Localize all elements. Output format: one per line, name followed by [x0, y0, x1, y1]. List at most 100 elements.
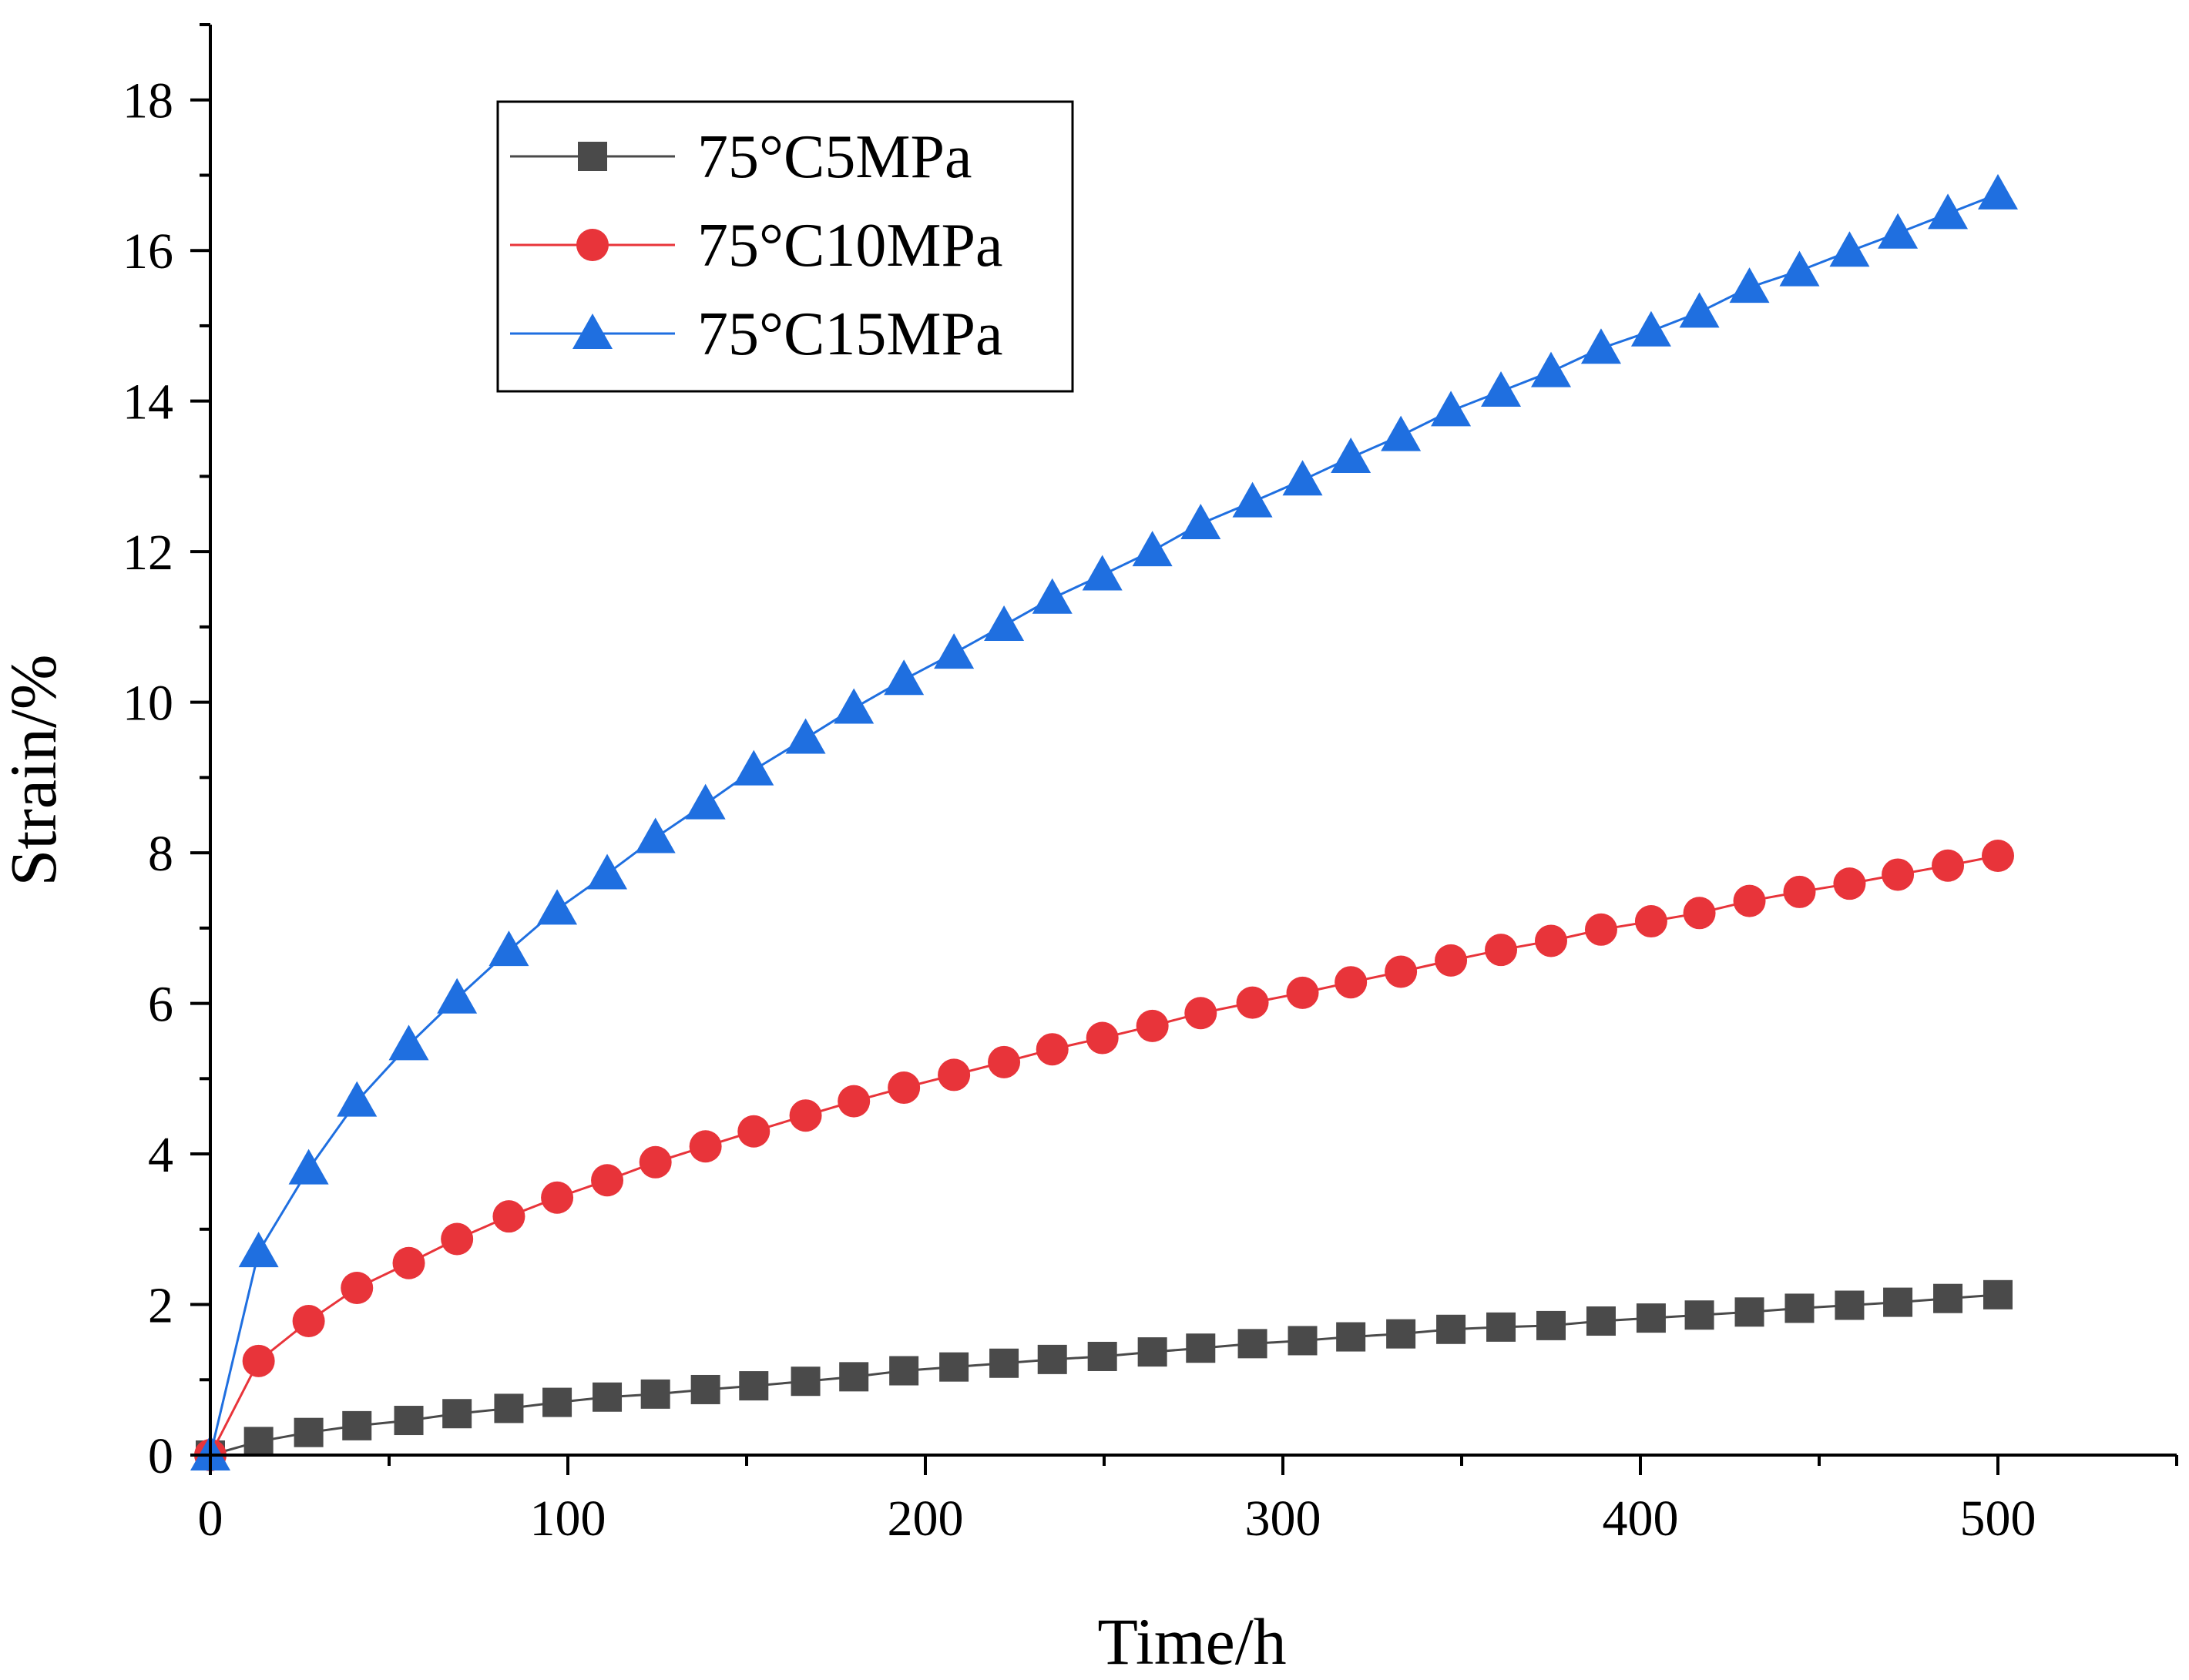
y-tick-label: 18 — [123, 73, 173, 129]
x-tick-label: 400 — [1603, 1491, 1679, 1547]
data-point — [342, 1410, 372, 1440]
data-point — [739, 1371, 769, 1401]
y-tick-label: 10 — [123, 676, 173, 732]
data-point — [1535, 924, 1567, 957]
x-tick-label: 100 — [530, 1491, 606, 1547]
data-point — [1236, 986, 1269, 1019]
data-point — [1734, 1297, 1764, 1327]
data-point — [294, 1417, 324, 1447]
y-tick-label: 12 — [123, 525, 173, 581]
data-point — [394, 1406, 424, 1436]
data-point — [1536, 1310, 1566, 1340]
data-point — [640, 1379, 670, 1409]
data-point — [1436, 1314, 1466, 1344]
data-point — [1331, 437, 1371, 473]
x-tick-label: 0 — [198, 1491, 223, 1547]
x-tick-label: 300 — [1245, 1491, 1321, 1547]
data-point — [1435, 944, 1468, 977]
data-point — [1132, 531, 1173, 567]
series-line — [210, 1293, 1999, 1457]
data-point — [341, 1272, 374, 1305]
data-point — [1636, 1303, 1666, 1333]
data-point — [984, 605, 1025, 641]
data-point — [1679, 292, 1720, 328]
data-point — [685, 783, 726, 820]
legend-label: 75°C15MPa — [697, 300, 1002, 368]
plot-area — [190, 173, 2018, 1471]
data-point — [1580, 328, 1621, 364]
data-point — [593, 1382, 623, 1412]
data-point — [1386, 1319, 1416, 1349]
data-point — [1237, 1329, 1267, 1359]
data-point — [442, 1399, 472, 1429]
legend-entry: 75°C5MPa — [510, 123, 972, 191]
data-point — [288, 1149, 329, 1185]
data-point — [1634, 905, 1667, 938]
data-point — [242, 1344, 275, 1377]
data-point — [888, 1071, 921, 1105]
y-tick-label: 2 — [148, 1278, 173, 1334]
data-point — [1833, 867, 1866, 900]
data-point — [541, 1181, 574, 1214]
y-tick-label: 8 — [148, 826, 173, 882]
series-line — [209, 193, 1999, 1456]
data-point — [838, 1085, 871, 1118]
data-point — [1630, 310, 1671, 347]
data-point — [889, 1356, 919, 1386]
data-point — [1082, 555, 1123, 591]
data-point — [1385, 955, 1418, 988]
legend-marker — [576, 229, 609, 261]
legend-label: 75°C10MPa — [697, 212, 1002, 280]
data-point — [1037, 1344, 1067, 1374]
data-point — [839, 1362, 869, 1392]
y-ticks: 0 2 4 6 8 10 12 14 16 18 — [123, 23, 210, 1484]
data-point — [1481, 371, 1522, 407]
data-point — [1729, 267, 1770, 303]
data-point — [635, 817, 676, 853]
data-point — [834, 688, 875, 724]
data-point — [587, 853, 628, 890]
data-point — [1779, 250, 1820, 287]
series-triangle — [190, 173, 2018, 1470]
legend-marker — [572, 314, 613, 349]
data-point — [1829, 231, 1870, 267]
data-point — [1036, 1033, 1069, 1066]
data-point — [791, 1366, 821, 1397]
data-point — [1335, 966, 1368, 999]
legend: 75°C5MPa 75°C10MPa 75°C15MPa — [496, 100, 1074, 393]
data-point — [1835, 1290, 1865, 1320]
data-point — [591, 1164, 624, 1197]
legend-entry: 75°C15MPa — [510, 300, 1002, 368]
data-point — [690, 1374, 720, 1404]
data-point — [737, 1115, 771, 1148]
data-point — [1180, 503, 1221, 539]
y-tick-label: 4 — [148, 1127, 173, 1183]
data-point — [1683, 897, 1716, 930]
data-point — [884, 659, 925, 696]
data-point — [292, 1305, 325, 1338]
data-point — [1184, 997, 1217, 1030]
x-tick-label: 200 — [888, 1491, 964, 1547]
data-point — [1928, 193, 1969, 230]
data-point — [734, 749, 774, 786]
legend-marker — [578, 142, 607, 171]
data-point — [1882, 858, 1915, 891]
x-ticks: 0 100 200 300 400 500 — [198, 1455, 2178, 1547]
data-point — [1086, 1021, 1119, 1055]
data-point — [938, 1058, 971, 1091]
data-point — [337, 1081, 378, 1117]
data-point — [989, 1348, 1019, 1378]
y-tick-label: 16 — [123, 223, 173, 280]
data-point — [934, 633, 975, 669]
data-point — [1784, 1293, 1815, 1323]
data-point — [488, 931, 529, 967]
data-point — [1286, 976, 1319, 1009]
data-point — [939, 1352, 969, 1382]
data-point — [1932, 849, 1965, 882]
x-tick-label: 500 — [1960, 1491, 2036, 1547]
data-point — [1232, 481, 1273, 518]
data-point — [1381, 415, 1422, 451]
data-point — [1982, 840, 2014, 873]
data-point — [1186, 1333, 1216, 1363]
